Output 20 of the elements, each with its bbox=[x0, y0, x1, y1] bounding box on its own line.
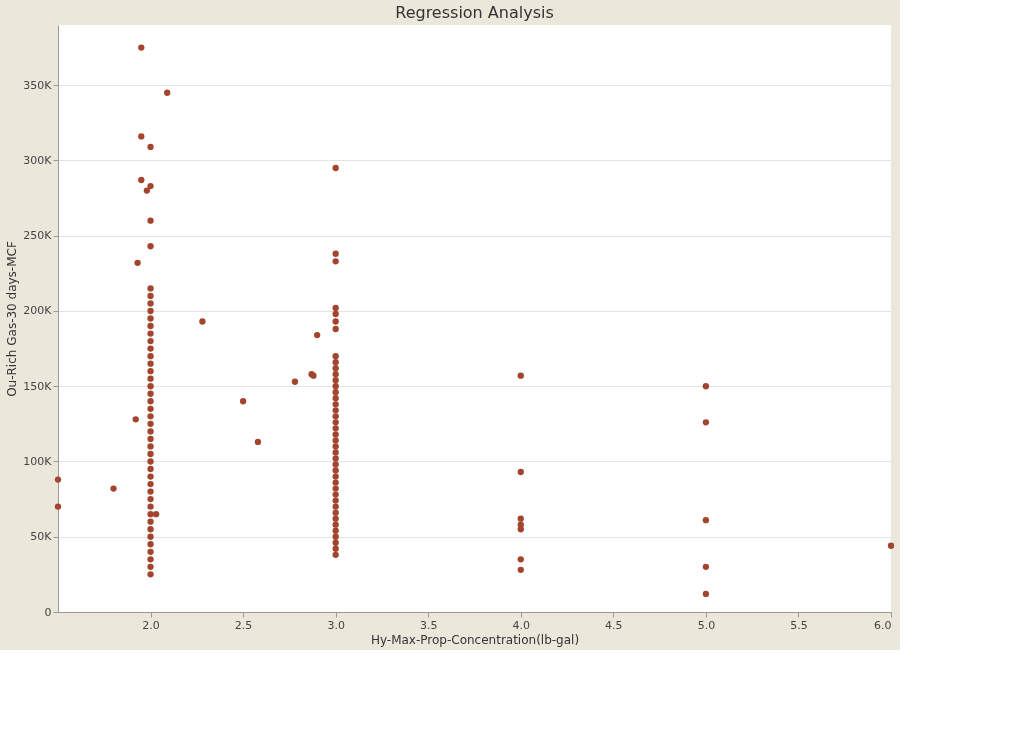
y-tick-label: 250K bbox=[23, 229, 53, 243]
x-tick-label: 2.0 bbox=[142, 618, 160, 632]
x-tick-label: 3.0 bbox=[327, 618, 345, 632]
y-axis-title: Ou-Rich Gas-30 days-MCF bbox=[5, 241, 20, 397]
x-tick-label: 4.0 bbox=[512, 618, 531, 632]
y-tick-label: 300K bbox=[23, 153, 53, 167]
x-tick-label: 5.5 bbox=[790, 618, 808, 632]
x-tick-label: 4.5 bbox=[605, 618, 623, 632]
x-tick-label: 6.0 bbox=[874, 618, 892, 632]
y-tick-label: 0 bbox=[44, 605, 52, 619]
x-axis-title: Hy-Max-Prop-Concentration(lb-gal) bbox=[370, 632, 580, 647]
y-tick-label: 350K bbox=[23, 78, 53, 92]
y-tick-label: 100K bbox=[23, 454, 53, 468]
y-tick-label: 150K bbox=[23, 379, 53, 393]
y-tick-label: 200K bbox=[23, 304, 53, 318]
x-tick-label: 5.0 bbox=[697, 618, 716, 632]
x-tick-label: 3.5 bbox=[419, 618, 438, 632]
y-tick-label: 50K bbox=[30, 530, 53, 544]
chart-title: Regression Analysis bbox=[395, 3, 554, 22]
x-tick-label: 2.5 bbox=[234, 618, 253, 632]
